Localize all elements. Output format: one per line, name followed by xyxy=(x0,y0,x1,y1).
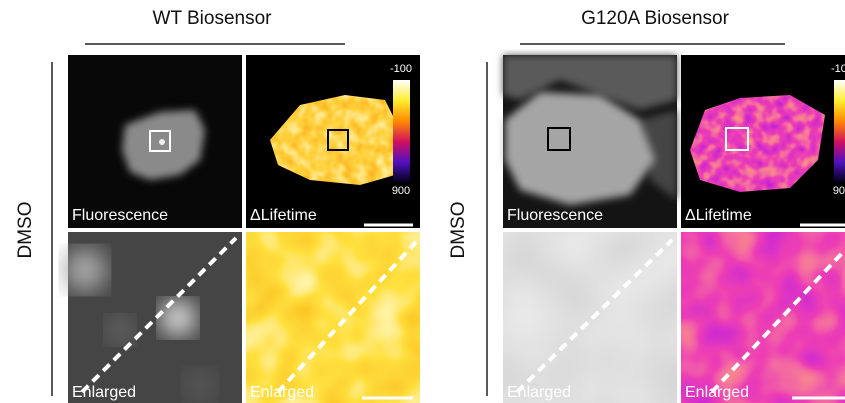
colorbar-label: 900 xyxy=(392,185,410,197)
image-panel: -100 900 ΔLifetime xyxy=(681,55,845,228)
image-panel: Fluorescence xyxy=(68,55,242,228)
group-title: WT Biosensor xyxy=(153,8,273,29)
colorbar-label: -100 xyxy=(831,63,845,75)
colorbar xyxy=(834,80,845,183)
panel-label: Fluorescence xyxy=(507,207,603,224)
panel-label: ΔLifetime xyxy=(250,207,317,224)
image-panel: -100 900 ΔLifetime xyxy=(246,55,420,228)
panel-label: Enlarged xyxy=(507,384,571,401)
group-title: G120A Biosensor xyxy=(581,8,730,29)
panel-label: Enlarged xyxy=(685,384,749,401)
panel-label: Enlarged xyxy=(250,384,314,401)
colorbar xyxy=(393,80,410,183)
image-panel: Fluorescence xyxy=(503,55,677,228)
row-label: DMSO xyxy=(448,202,469,259)
image-panel: Enlarged xyxy=(63,232,242,403)
colorbar-label: -100 xyxy=(390,63,412,75)
image-panel: Enlarged xyxy=(681,232,845,403)
panel-label: Enlarged xyxy=(72,384,136,401)
image-panel: Enlarged xyxy=(503,232,677,403)
panel-label: Fluorescence xyxy=(72,207,168,224)
colorbar-label: 900 xyxy=(833,185,845,197)
panel-label: ΔLifetime xyxy=(685,207,752,224)
image-panel: Enlarged xyxy=(246,232,420,403)
row-label: DMSO xyxy=(15,202,36,259)
